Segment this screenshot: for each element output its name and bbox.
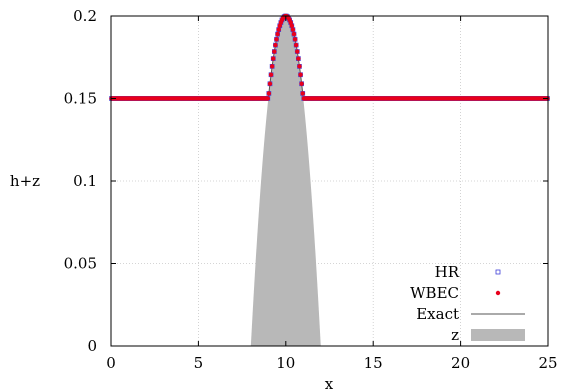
wbec-point [269, 73, 273, 77]
axis-ticks [111, 16, 548, 346]
bed-profile-z [251, 16, 321, 346]
wbec-point [272, 49, 276, 53]
wbec-point [301, 91, 305, 95]
x-tick-label: 15 [364, 354, 383, 372]
y-axis-label: h+z [10, 172, 40, 190]
legend-symbol [496, 291, 500, 295]
wbec-point [275, 32, 279, 36]
plot-frame [111, 16, 548, 346]
x-tick-label: 20 [451, 354, 470, 372]
y-tick-labels: 0 0.05 0.1 0.15 0.2 [64, 7, 97, 355]
legend: HR WBEC Exact z [410, 263, 525, 344]
legend-symbol [496, 270, 500, 274]
wbec-point [266, 96, 270, 100]
legend-label: HR [435, 263, 460, 281]
wbec-point [294, 43, 298, 47]
x-axis-label: x [325, 375, 334, 392]
x-tick-label: 0 [106, 354, 116, 372]
y-tick-label: 0.2 [73, 7, 97, 25]
x-tick-label: 25 [538, 354, 557, 372]
wbec-point [292, 32, 296, 36]
series-wbec [109, 14, 549, 101]
y-tick-label: 0.15 [64, 90, 97, 108]
x-tick-label: 5 [194, 354, 204, 372]
wbec-point [290, 24, 294, 28]
wbec-point [274, 37, 278, 41]
wbec-point [298, 73, 302, 77]
wbec-point [273, 43, 277, 47]
legend-label: WBEC [410, 284, 459, 302]
wbec-point [268, 82, 272, 86]
legend-label: Exact [416, 305, 459, 323]
grid [111, 16, 548, 346]
wbec-point [295, 49, 299, 53]
wbec-point [291, 27, 295, 31]
wbec-point [276, 27, 280, 31]
wbec-point [271, 56, 275, 60]
x-tick-label: 10 [276, 354, 295, 372]
series-hr [110, 14, 550, 100]
y-tick-label: 0 [87, 337, 97, 355]
wbec-point [293, 37, 297, 41]
series-exact-line [111, 16, 548, 99]
wbec-point [270, 64, 274, 68]
wbec-point [297, 64, 301, 68]
legend-label: z [451, 326, 459, 344]
wbec-point [299, 82, 303, 86]
wbec-point [267, 91, 271, 95]
wbec-point [296, 56, 300, 60]
x-tick-labels: 0 5 10 15 20 25 [106, 354, 557, 372]
y-tick-label: 0.05 [64, 255, 97, 273]
y-tick-label: 0.1 [73, 172, 97, 190]
legend-symbol [471, 329, 525, 341]
